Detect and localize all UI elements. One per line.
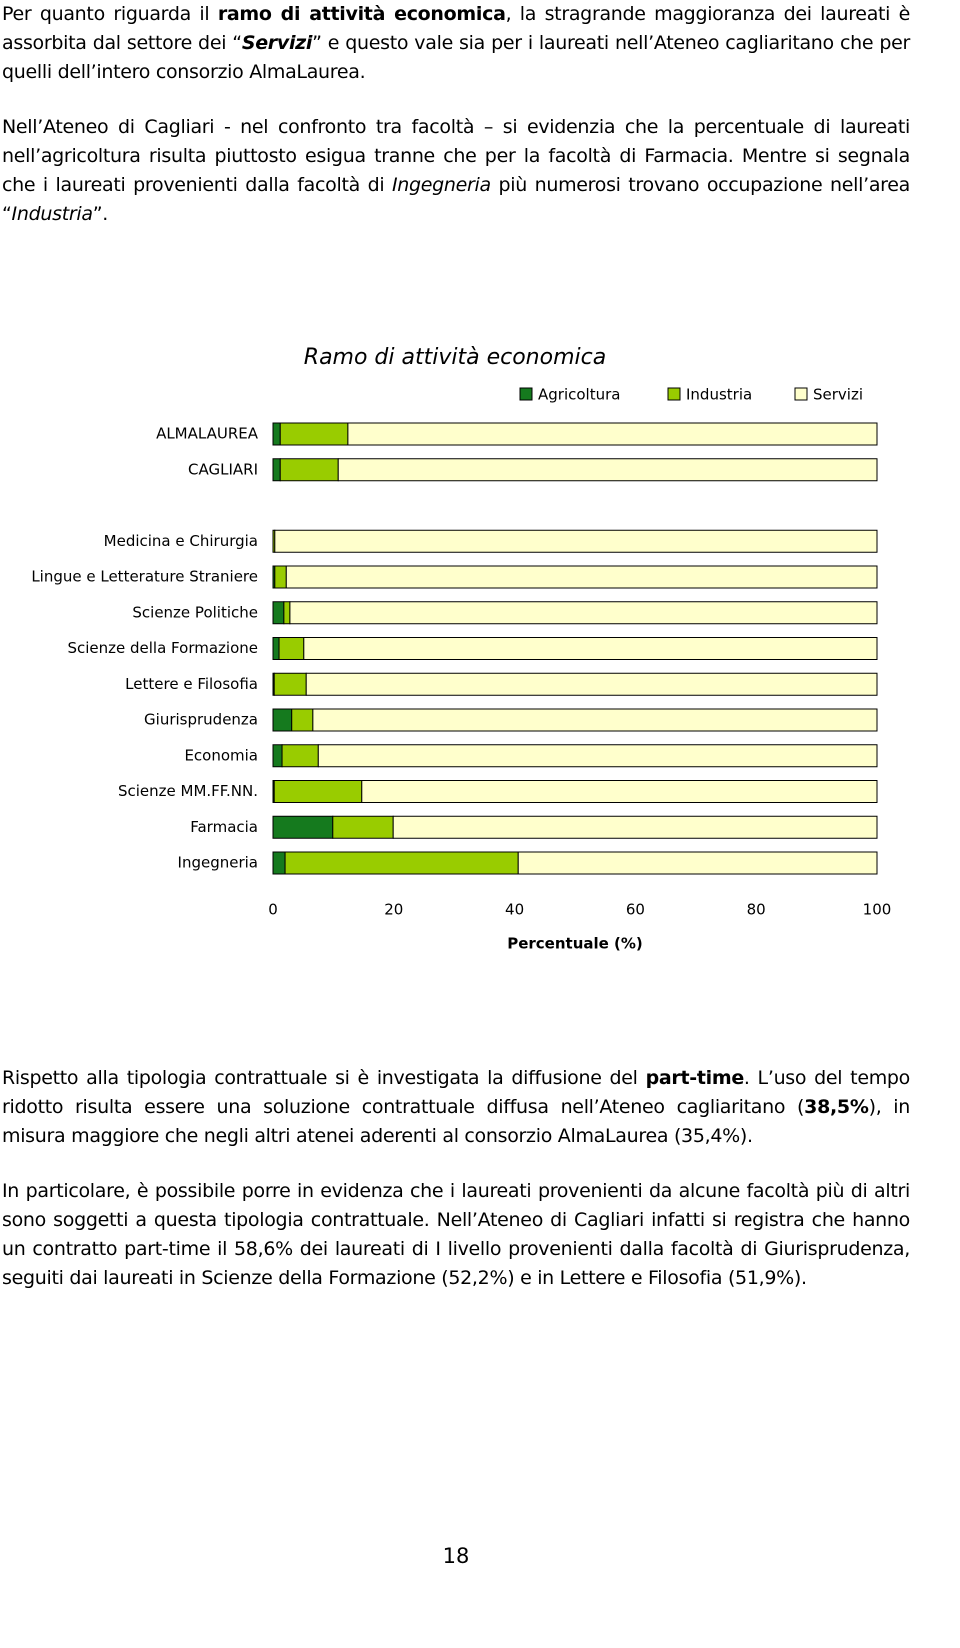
bar-segment <box>303 637 878 660</box>
chart-title: Ramo di attività economica <box>304 345 606 370</box>
bar-segment <box>347 422 878 446</box>
text-run: Per quanto riguarda il <box>2 3 218 25</box>
text-run: Servizi <box>241 32 313 54</box>
bar-segment <box>272 851 286 875</box>
y-tick-label: CAGLIARI <box>188 460 258 478</box>
bar-segment <box>289 601 878 625</box>
text-run: Industria <box>11 203 93 225</box>
bar-segment <box>272 458 281 482</box>
text-run: Nell’Ateneo di Cagliari - nel confronto … <box>2 116 910 196</box>
text-run: più numerosi trovano occupazione nell’ar… <box>2 174 911 225</box>
paragraph: Per quanto riguarda il ramo di attività … <box>2 0 910 87</box>
paragraph: Nell’Ateneo di Cagliari - nel confronto … <box>2 113 910 229</box>
text-run: ramo di attività economica <box>217 3 506 25</box>
y-tick-label: Lettere e Filosofia <box>125 675 258 693</box>
x-tick-label: 20 <box>384 901 403 919</box>
text-run: part-time <box>645 1067 745 1089</box>
legend-swatch <box>667 387 681 401</box>
bar-segment <box>284 851 519 875</box>
bar-segment <box>361 780 878 803</box>
x-tick-label: 60 <box>626 901 645 919</box>
text-run: In particolare, è possibile porre in evi… <box>2 1180 910 1289</box>
text-bottom: Rispetto alla tipologia contrattuale si … <box>2 1064 910 1319</box>
bar-segment <box>272 744 283 768</box>
legend-swatch <box>519 387 533 401</box>
x-axis-label: Percentuale (%) <box>507 935 643 953</box>
bar-segment <box>291 708 314 732</box>
y-tick-label: Medicina e Chirurgia <box>104 532 258 550</box>
bar-segment <box>272 708 293 732</box>
y-tick-label: Economia <box>184 746 258 764</box>
legend-label: Servizi <box>813 386 863 404</box>
y-tick-label: Farmacia <box>190 818 258 836</box>
y-tick-label: Scienze della Formazione <box>67 639 258 657</box>
text-run: Rispetto alla tipologia contrattuale si … <box>2 1067 646 1089</box>
bar-segment <box>279 422 349 446</box>
bar-segment <box>337 458 878 482</box>
y-tick-label: Scienze MM.FF.NN. <box>118 782 258 800</box>
bar-segment <box>273 780 363 803</box>
text-run: 38,5% <box>804 1096 869 1118</box>
bar-segment <box>281 744 319 768</box>
text-run: , la stragrande maggioranza dei laureati… <box>2 3 911 54</box>
text-run: ” e questo vale sia per i laureati nell’… <box>2 32 910 83</box>
legend-swatch <box>794 387 808 401</box>
bar-segment <box>305 672 878 696</box>
bar-segment <box>278 637 305 660</box>
paragraph: Rispetto alla tipologia contrattuale si … <box>2 1064 910 1151</box>
bar-segment <box>317 744 878 768</box>
bar-segment <box>272 422 281 446</box>
y-tick-label: Lingue e Letterature Straniere <box>31 568 258 586</box>
x-tick-label: 0 <box>268 901 278 919</box>
y-tick-label: Giurisprudenza <box>144 711 258 729</box>
text-run: Ingegneria <box>391 174 491 196</box>
bar-segment <box>272 815 334 839</box>
bar-segment <box>332 815 394 839</box>
bar-segment <box>279 458 339 482</box>
bar-segment <box>274 565 287 589</box>
bar-segment <box>312 708 878 732</box>
bar-segment <box>283 601 291 625</box>
bar-segment <box>517 851 878 875</box>
bar-segment <box>272 637 280 660</box>
text-run: . L’uso del tempo ridotto risulta essere… <box>2 1067 910 1118</box>
page-number: 18 <box>442 1544 470 1568</box>
x-tick-label: 80 <box>747 901 766 919</box>
y-tick-label: ALMALAUREA <box>156 425 259 443</box>
x-tick-label: 100 <box>863 901 892 919</box>
y-tick-label: Ingegneria <box>178 854 258 872</box>
bar-segment <box>273 672 307 696</box>
bar-segment <box>272 601 285 625</box>
y-tick-label: Scienze Politiche <box>132 603 258 621</box>
chart: Ramo di attività economica Percentuale (… <box>31 345 892 953</box>
text-top: Per quanto riguarda il ramo di attività … <box>2 0 910 255</box>
text-run: ”. <box>92 203 109 225</box>
paragraph: In particolare, è possibile porre in evi… <box>2 1177 910 1293</box>
legend-label: Industria <box>686 386 752 404</box>
x-tick-label: 40 <box>505 901 524 919</box>
legend-label: Agricoltura <box>538 386 620 404</box>
bar-segment <box>285 565 878 589</box>
bar-segment <box>392 815 878 839</box>
text-run: ), in misura maggiore che negli altri at… <box>2 1096 910 1147</box>
bar-segment <box>274 529 878 553</box>
